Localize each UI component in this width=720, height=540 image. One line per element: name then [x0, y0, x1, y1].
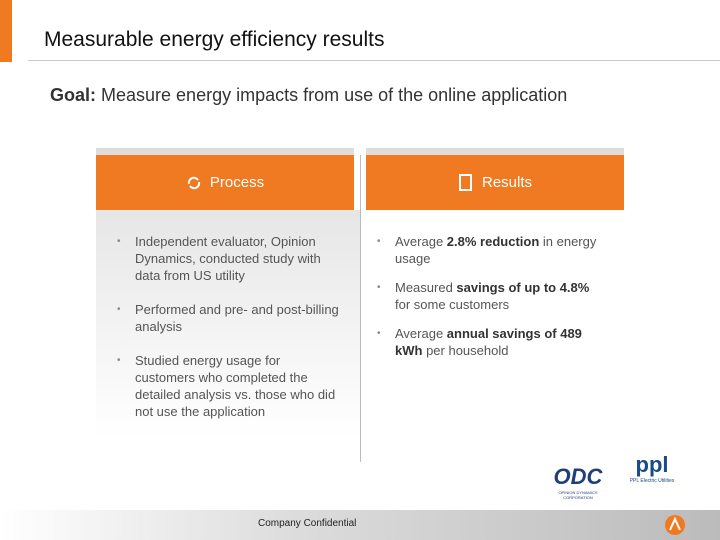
logo-name: ODC: [553, 464, 603, 489]
brand-icon: [665, 515, 685, 535]
text-run: 2.8% reduction: [446, 234, 540, 249]
text-run: Average: [395, 326, 447, 341]
rule: [28, 60, 720, 61]
process-list: Independent evaluator, Opinion Dynamics,…: [117, 233, 339, 420]
goal: Goal: Measure energy impacts from use of…: [50, 85, 567, 106]
results-heading: Results: [481, 174, 533, 191]
text-run: per household: [422, 343, 509, 358]
accent-bar: [0, 0, 12, 62]
logo-caption: PPL Electric Utilities: [629, 478, 675, 484]
title: Measurable energy efficiency results: [44, 28, 385, 51]
results-header: Results: [366, 155, 624, 210]
bullet: Average annual savings of 489 kWh per ho…: [377, 325, 607, 359]
footer-band: [0, 510, 720, 540]
odc-logo: ODC OPINION DYNAMICS CORPORATION: [548, 464, 608, 500]
strip: [96, 148, 354, 155]
text-run: annual savings of 489 kWh: [395, 326, 582, 358]
logo-caption: OPINION DYNAMICS CORPORATION: [558, 490, 598, 500]
process-heading: Process: [209, 174, 265, 191]
text-run: Average: [395, 234, 447, 249]
bullet: Studied energy usage for customers who c…: [117, 352, 339, 420]
bullet: Average 2.8% reduction in energy usage: [377, 233, 607, 267]
text-run: for some customers: [395, 297, 510, 312]
process-header: Process: [96, 155, 354, 210]
ppl-logo: ppl PPL Electric Utilities: [616, 452, 688, 484]
text-run: savings of up to 4.8%: [456, 280, 590, 295]
bullet: Measured savings of up to 4.8% for some …: [377, 279, 607, 313]
footer: Company Confidential: [258, 518, 357, 529]
bullet: Independent evaluator, Opinion Dynamics,…: [117, 233, 339, 284]
cycle-icon: [187, 176, 201, 189]
bullet: Performed and pre- and post-billing anal…: [117, 301, 339, 335]
strip: [366, 148, 624, 155]
text-run: in energy usage: [395, 234, 597, 266]
goal-label: Goal:: [50, 85, 97, 105]
logo-name: ppl: [635, 452, 669, 477]
divider: [360, 155, 361, 462]
results-list: Average 2.8% reduction in energy usage Me…: [377, 233, 607, 359]
process-column: Independent evaluator, Opinion Dynamics,…: [117, 233, 339, 437]
goal-text: Measure energy impacts from use of the o…: [96, 85, 568, 105]
results-column: Average 2.8% reduction in energy usage Me…: [377, 233, 607, 371]
doc-icon: [458, 173, 472, 191]
text-run: Measured: [395, 280, 457, 295]
